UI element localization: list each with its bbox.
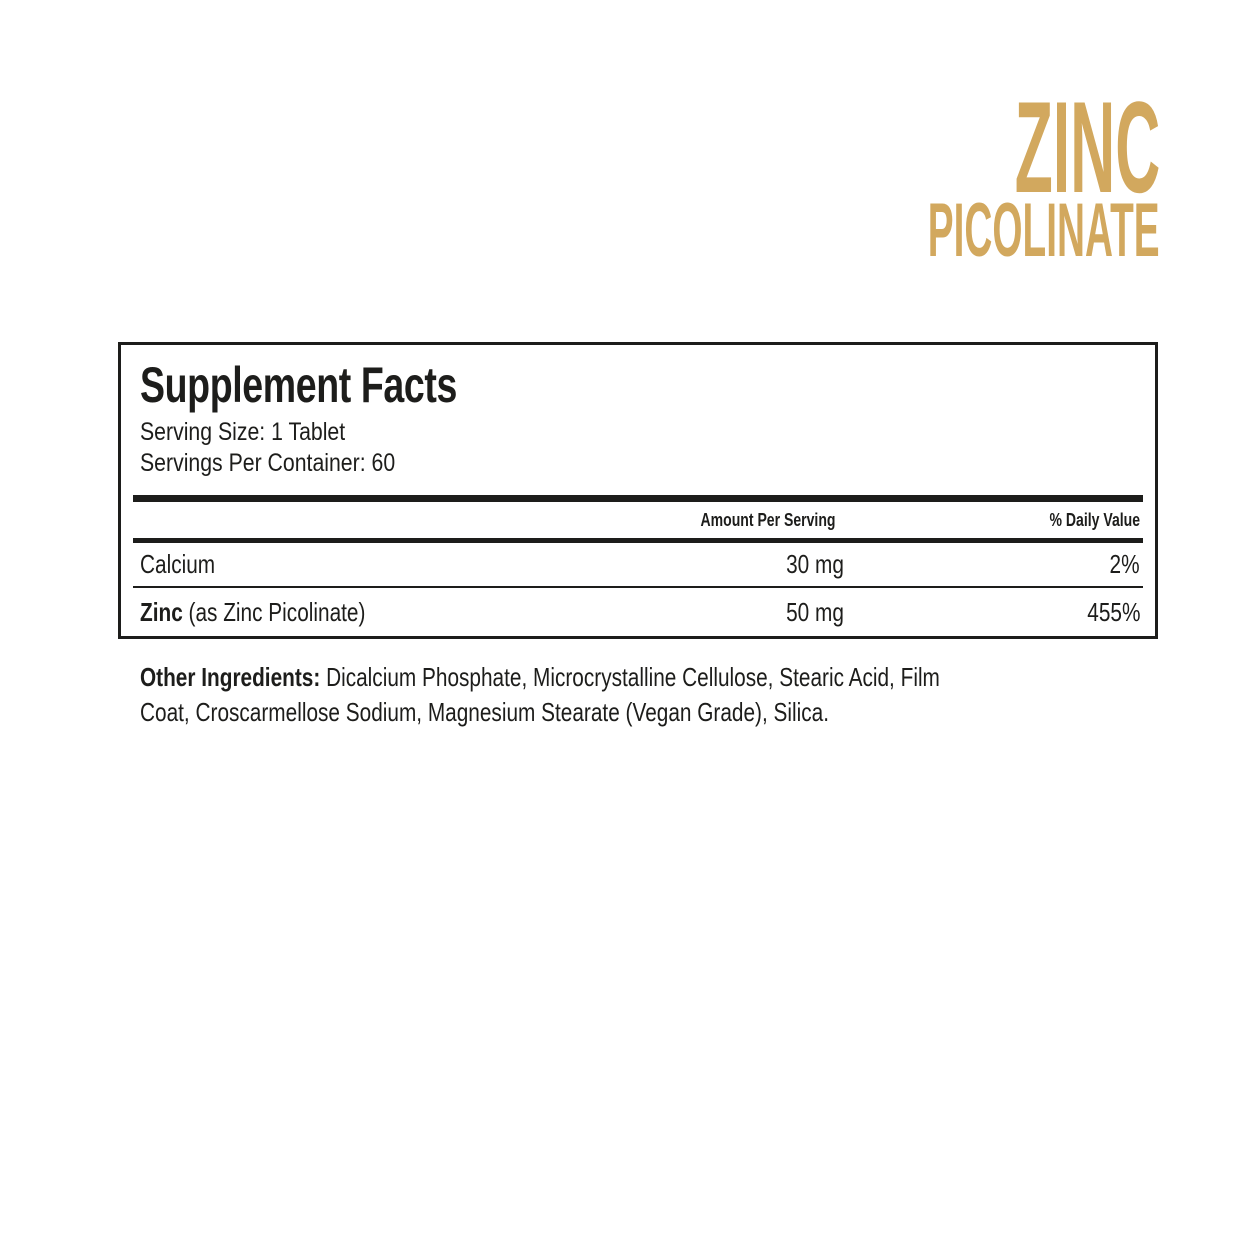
column-header-amount: Amount Per Serving <box>700 510 836 530</box>
header-top-rule <box>133 495 1143 502</box>
servings-per-container: Servings Per Container: 60 <box>140 449 396 477</box>
other-ingredients-line1: Dicalcium Phosphate, Microcrystalline Ce… <box>326 662 940 692</box>
brand-zinc-title: ZINC <box>1014 74 1160 220</box>
serving-size: Serving Size: 1 Tablet <box>140 418 346 446</box>
nutrient-daily-value: 2% <box>1109 549 1140 579</box>
nutrient-amount: 50 mg <box>786 597 844 627</box>
header-bottom-rule <box>133 538 1143 543</box>
nutrient-name-text: Calcium <box>140 549 216 579</box>
nutrient-name-text: Zinc <box>140 597 183 627</box>
nutrient-row-zinc: Zinc (as Zinc Picolinate) 50 mg 455% <box>121 588 1155 636</box>
other-ingredients: Other Ingredients: Dicalcium Phosphate, … <box>140 660 940 730</box>
other-ingredients-line2: Coat, Croscarmellose Sodium, Magnesium S… <box>140 697 830 727</box>
supplement-facts-title: Supplement Facts <box>140 357 457 413</box>
column-header-row: Amount Per Serving % Daily Value <box>121 502 1155 538</box>
nutrient-daily-value: 455% <box>1086 597 1140 627</box>
other-ingredients-label: Other Ingredients: <box>140 662 321 692</box>
brand-picolinate-subtitle: PICOLINATE <box>928 188 1160 273</box>
nutrient-row-calcium: Calcium 30 mg 2% <box>121 543 1155 586</box>
nutrient-name-detail: (as Zinc Picolinate) <box>188 597 366 627</box>
supplement-facts-panel: Supplement Facts Serving Size: 1 Tablet … <box>118 342 1158 639</box>
nutrient-amount: 30 mg <box>786 549 844 579</box>
row-divider-rule <box>133 586 1143 588</box>
nutrient-name: Zinc (as Zinc Picolinate) <box>140 588 365 636</box>
nutrient-name: Calcium <box>140 543 215 586</box>
column-header-daily-value: % Daily Value <box>1049 510 1140 530</box>
